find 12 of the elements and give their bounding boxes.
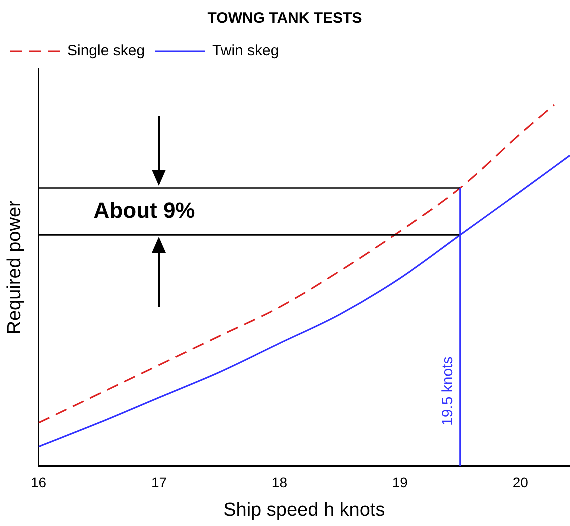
x-tick-label: 18: [272, 474, 288, 491]
y-axis-title: Required power: [4, 200, 26, 335]
chart-title: TOWNG TANK TESTS: [208, 10, 362, 28]
annotation: About 9%: [94, 198, 196, 223]
x-tick-label: 17: [151, 474, 168, 491]
x-tick-label: 16: [31, 474, 47, 491]
ref-line-label: 19.5 knots: [440, 356, 457, 426]
x-axis-title: Ship speed h knots: [224, 500, 386, 521]
x-tick-label: 20: [512, 474, 529, 491]
legend-label: Single skeg: [68, 42, 146, 60]
x-tick-label: 19: [392, 474, 408, 491]
legend-label: Twin skeg: [212, 42, 280, 60]
